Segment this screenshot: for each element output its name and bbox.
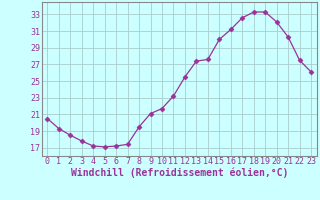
X-axis label: Windchill (Refroidissement éolien,°C): Windchill (Refroidissement éolien,°C) [70, 168, 288, 178]
